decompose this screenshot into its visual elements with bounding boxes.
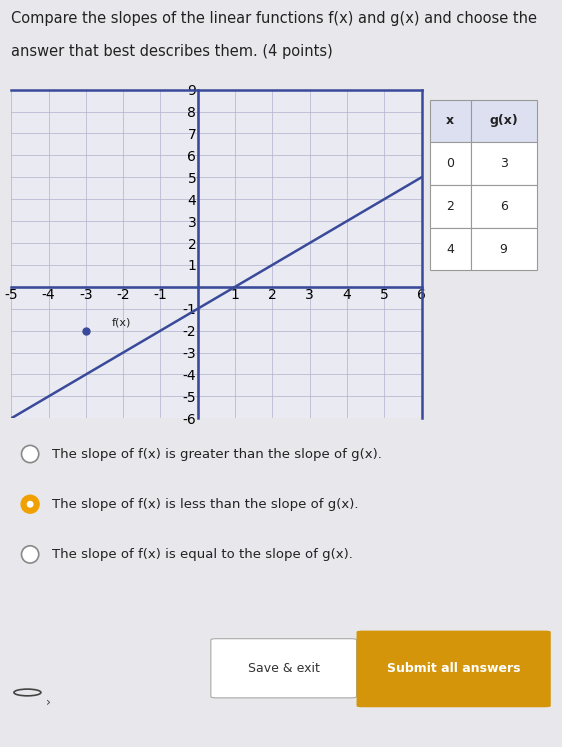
Text: g(x): g(x) xyxy=(490,114,518,128)
Text: Submit all answers: Submit all answers xyxy=(387,663,520,675)
Text: The slope of f(x) is greater than the slope of g(x).: The slope of f(x) is greater than the sl… xyxy=(52,447,382,461)
Text: 9: 9 xyxy=(500,243,507,255)
Text: 0: 0 xyxy=(446,157,454,170)
Text: x: x xyxy=(446,114,454,128)
Text: 2: 2 xyxy=(446,199,454,213)
Text: 4: 4 xyxy=(446,243,454,255)
Ellipse shape xyxy=(26,500,34,508)
Text: Compare the slopes of the linear functions f(x) and g(x) and choose the: Compare the slopes of the linear functio… xyxy=(11,11,537,26)
Text: The slope of f(x) is less than the slope of g(x).: The slope of f(x) is less than the slope… xyxy=(52,498,358,511)
FancyBboxPatch shape xyxy=(211,639,356,698)
FancyBboxPatch shape xyxy=(430,99,470,142)
FancyBboxPatch shape xyxy=(470,228,537,270)
FancyBboxPatch shape xyxy=(430,142,470,185)
Text: f(x): f(x) xyxy=(112,317,132,327)
FancyBboxPatch shape xyxy=(356,630,551,707)
Text: 6: 6 xyxy=(500,199,507,213)
Ellipse shape xyxy=(21,546,39,563)
FancyBboxPatch shape xyxy=(430,185,470,228)
Text: 3: 3 xyxy=(500,157,507,170)
Text: The slope of f(x) is equal to the slope of g(x).: The slope of f(x) is equal to the slope … xyxy=(52,548,352,561)
FancyBboxPatch shape xyxy=(470,185,537,228)
FancyBboxPatch shape xyxy=(430,228,470,270)
Ellipse shape xyxy=(21,445,39,462)
Ellipse shape xyxy=(21,495,39,513)
Text: answer that best describes them. (4 points): answer that best describes them. (4 poin… xyxy=(11,45,333,60)
Text: Save & exit: Save & exit xyxy=(248,662,320,675)
Text: ›: › xyxy=(46,695,51,708)
FancyBboxPatch shape xyxy=(470,142,537,185)
FancyBboxPatch shape xyxy=(470,99,537,142)
